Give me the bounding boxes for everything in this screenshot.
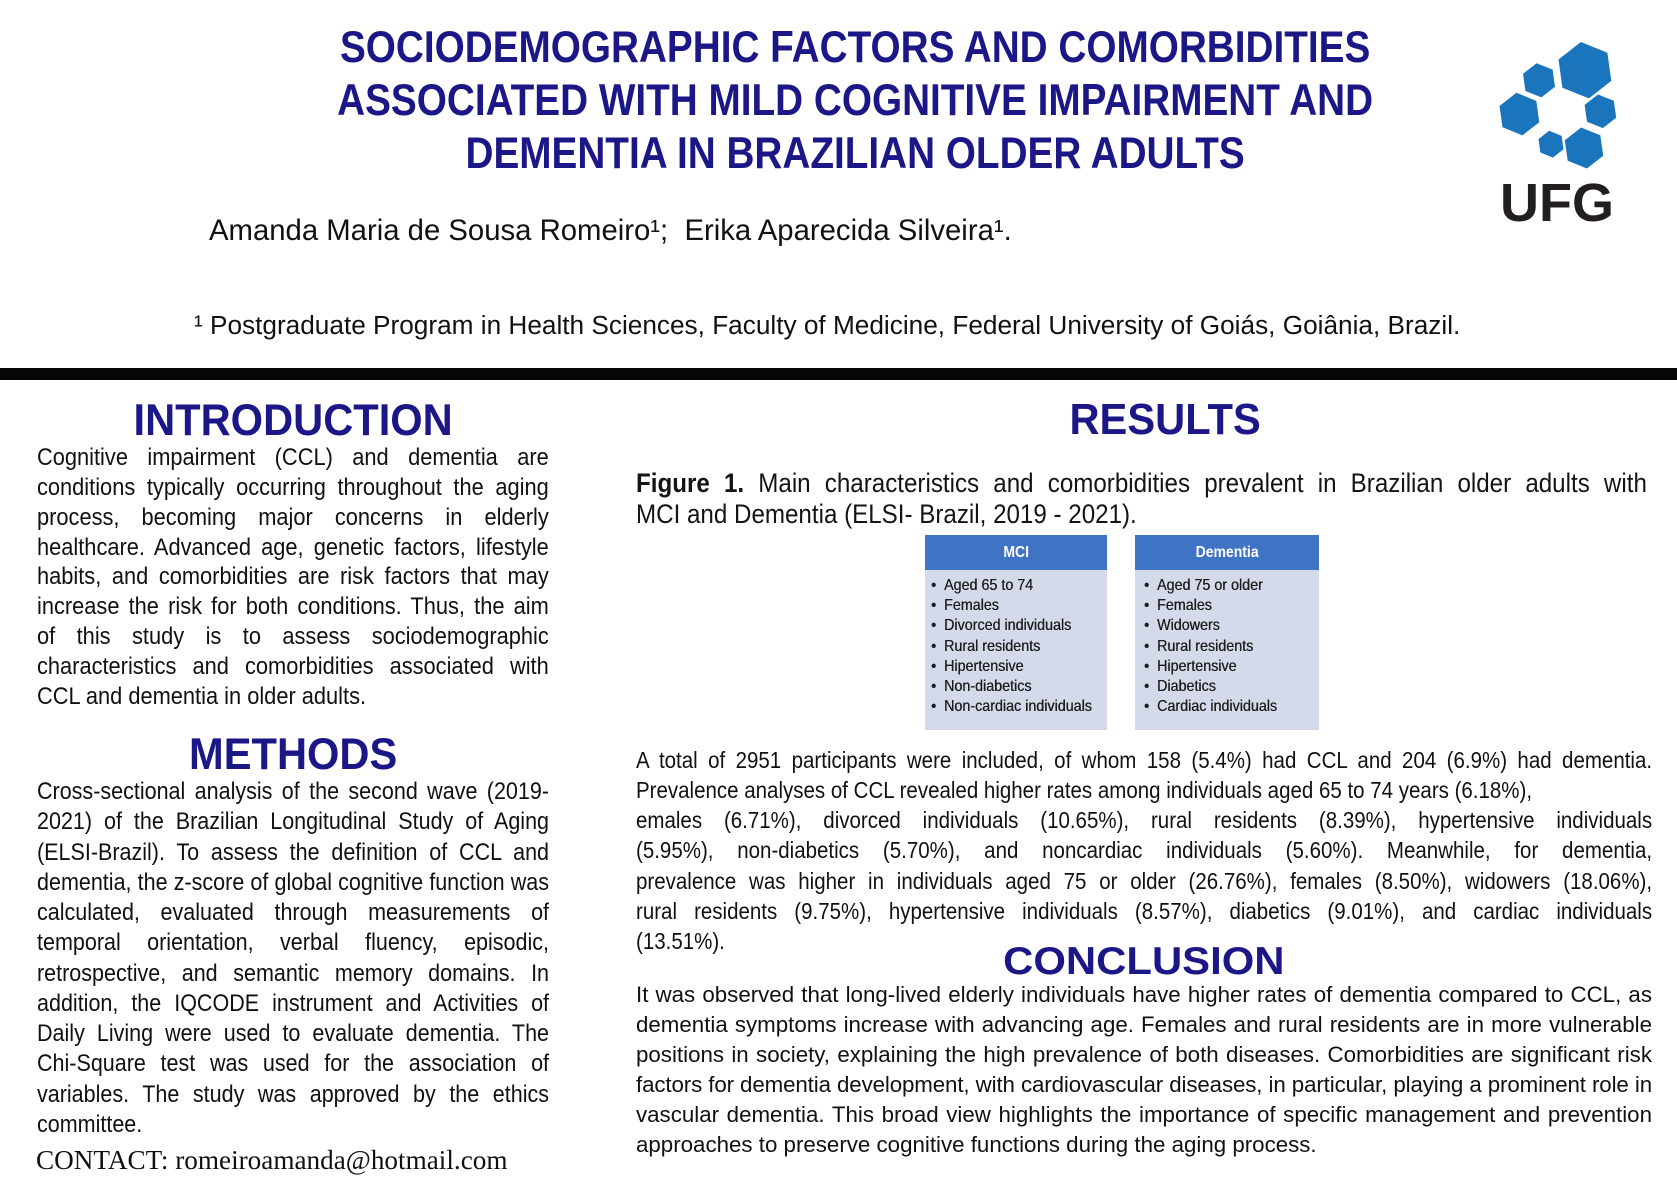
svg-text:UFG: UFG (1500, 173, 1614, 233)
